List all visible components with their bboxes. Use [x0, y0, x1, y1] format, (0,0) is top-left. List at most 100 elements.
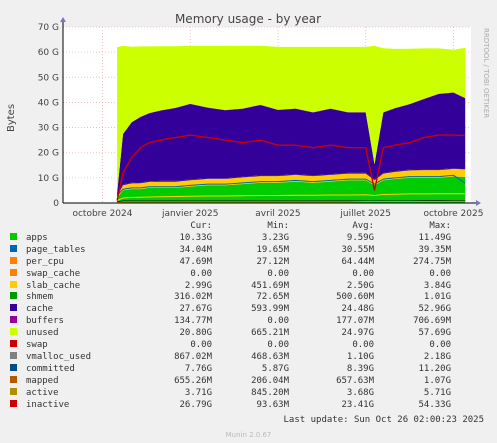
legend-swatch — [10, 399, 17, 407]
legend-avg: 1.10G — [346, 351, 374, 362]
legend-avg: 500.60M — [336, 292, 374, 303]
legend-row-buffers: buffers 134.77M 0.00 177.07M 706.69M — [10, 316, 451, 328]
legend-min: 27.12M — [256, 256, 289, 267]
legend-swatch — [10, 280, 17, 288]
legend-row-swap-cache: swap_cache 0.00 0.00 0.00 0.00 — [10, 268, 451, 281]
legend-avg: 23.41G — [341, 399, 374, 410]
legend-swatch — [10, 316, 17, 324]
line-series — [116, 134, 466, 203]
y-tick-label: 60 G — [38, 48, 59, 58]
legend-avg: 2.50G — [346, 280, 374, 291]
legend-min: 72.65M — [256, 292, 289, 303]
legend-min: 93.63M — [256, 399, 289, 410]
legend-header-row: Cur: Min: Avg: Max: — [10, 221, 451, 233]
legend-max: 2.18G — [423, 351, 451, 362]
legend-avg: 9.59G — [346, 232, 374, 243]
x-tick-label: avril 2025 — [255, 209, 300, 219]
legend-row-slab-cache: slab_cache 2.99G 451.69M 2.50G 3.84G — [10, 280, 451, 293]
y-axis-label: Bytes — [6, 104, 17, 132]
legend-name: committed — [26, 363, 75, 374]
y-tick-label: 30 G — [38, 124, 59, 134]
y-tick-label: 50 G — [38, 73, 59, 83]
legend-name: mapped — [26, 375, 59, 386]
legend-max: 3.84G — [423, 280, 451, 291]
side-label: RRDTOOL / TOBI OETIKER — [482, 28, 490, 118]
legend-row-apps: apps 10.33G 3.23G 9.59G 11.49G — [10, 232, 451, 245]
legend-min: 0.00 — [267, 340, 289, 351]
legend-name: buffers — [26, 316, 64, 327]
header-max: Max: — [429, 221, 451, 231]
legend-name: active — [26, 387, 59, 398]
legend-row-inactive: inactive 26.79G 93.63M 23.41G 54.33G — [10, 399, 451, 412]
legend-max: 706.69M — [413, 316, 451, 327]
legend-name: unused — [26, 328, 59, 339]
legend-max: 274.75M — [413, 256, 451, 267]
legend-avg: 24.97G — [341, 328, 374, 339]
legend-max: 0.00 — [429, 268, 451, 279]
legend-avg: 0.00 — [352, 340, 374, 351]
legend-min: 845.20M — [251, 387, 289, 398]
legend-row-swap: swap 0.00 0.00 0.00 0.00 — [10, 340, 451, 352]
legend-cur: 7.76G — [184, 363, 212, 374]
y-axis-arrow — [60, 17, 66, 22]
legend-name: per_cpu — [26, 256, 64, 267]
legend-cur: 134.77M — [174, 316, 212, 327]
legend-avg: 0.00 — [352, 268, 374, 279]
legend-min: 451.69M — [251, 280, 289, 291]
chart-title: Memory usage - by year — [175, 12, 321, 26]
y-tick-label: 10 G — [38, 174, 59, 184]
header-avg: Avg: — [352, 221, 374, 231]
legend-min: 5.87G — [261, 363, 289, 374]
legend-max: 57.69G — [418, 328, 451, 339]
legend-min: 19.65M — [256, 244, 289, 255]
legend-cur: 26.79G — [179, 399, 212, 410]
legend-max: 52.96G — [418, 304, 451, 315]
legend-max: 39.35M — [418, 244, 451, 255]
legend-table: Cur: Min: Avg: Max: apps 10.33G 3.23G 9.59G… — [10, 221, 451, 412]
x-tick-label: juillet 2025 — [339, 209, 391, 219]
line-committed — [116, 174, 466, 196]
line-mapped — [117, 200, 466, 203]
legend-name: page_tables — [26, 244, 86, 255]
legend-cur: 20.80G — [179, 328, 212, 339]
legend-cur: 3.71G — [184, 387, 212, 398]
legend-name: cache — [26, 304, 54, 315]
legend-cur: 0.00 — [190, 340, 212, 351]
legend-min: 0.00 — [267, 268, 289, 279]
line-active — [116, 193, 466, 201]
y-ticks: 0 10 G 20 G 30 G 40 G 50 G 60 G 70 G — [38, 23, 60, 209]
legend-max: 5.71G — [423, 387, 451, 398]
line-inactive — [116, 134, 466, 201]
legend-swatch — [10, 363, 17, 371]
legend-cur: 0.00 — [190, 268, 212, 279]
legend-avg: 24.48G — [341, 304, 374, 315]
legend-name: shmem — [26, 292, 54, 303]
header-cur: Cur: — [190, 221, 212, 231]
legend-row-vmalloc-used: vmalloc_used 867.02M 468.63M 1.10G 2.18G — [10, 351, 451, 364]
legend-swatch — [10, 304, 17, 312]
legend-name: apps — [26, 232, 48, 243]
legend-swatch — [10, 387, 17, 395]
legend-swatch — [10, 244, 17, 252]
y-tick-label: 40 G — [38, 98, 59, 108]
legend-avg: 657.63M — [336, 375, 374, 386]
footer: Munin 2.0.67 — [225, 431, 272, 439]
legend-swatch — [10, 232, 17, 240]
legend-swatch — [10, 351, 17, 359]
legend-max: 11.49G — [418, 232, 451, 243]
legend-swatch — [10, 328, 17, 336]
legend-cur: 316.02M — [174, 292, 212, 303]
legend-avg: 30.55M — [341, 244, 374, 255]
legend-avg: 3.68G — [346, 387, 374, 398]
y-tick-label: 0 — [53, 199, 59, 209]
x-ticks: octobre 2024 janvier 2025 avril 2025 juille… — [72, 209, 483, 219]
legend-max: 0.00 — [429, 340, 451, 351]
legend-min: 593.99M — [251, 304, 289, 315]
legend-min: 3.23G — [261, 232, 289, 243]
legend-cur: 2.99G — [184, 280, 212, 291]
legend-swatch — [10, 268, 17, 276]
legend-name: slab_cache — [26, 280, 81, 291]
legend-min: 206.04M — [251, 375, 289, 386]
y-tick-label: 20 G — [38, 149, 59, 159]
x-axis-arrow — [476, 200, 481, 206]
